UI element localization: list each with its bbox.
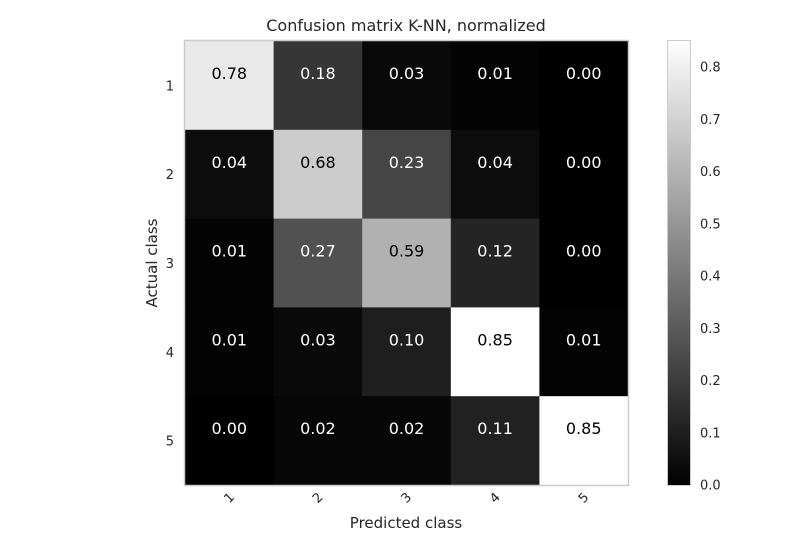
heatmap-cell [273, 41, 363, 131]
y-tick-label: 4 [166, 346, 174, 361]
colorbar-tick-label: 0.8 [700, 61, 721, 76]
heatmap-cell [539, 41, 629, 131]
colorbar-tick-label: 0.6 [700, 165, 721, 180]
cell-value-label: 0.01 [566, 330, 602, 349]
x-tick-label: 5 [576, 490, 592, 506]
heatmap-cell [185, 129, 275, 220]
colorbar-tick-label: 0.1 [700, 426, 721, 441]
cell-value-label: 0.68 [300, 153, 336, 172]
y-tick-label: 3 [166, 257, 174, 272]
colorbar-tick-labels: 0.0 0.1 0.2 0.3 0.4 0.5 0.6 0.7 0.8 [700, 61, 721, 494]
heatmap-cell [185, 218, 275, 308]
heatmap-cell [539, 396, 629, 486]
x-tick-labels: 1 2 3 4 5 [221, 490, 592, 506]
colorbar-tick-label: 0.0 [700, 479, 721, 494]
heatmap-cell [362, 307, 452, 397]
heatmap-cell [273, 218, 363, 308]
cell-value-label: 0.01 [211, 330, 247, 349]
heatmap-cell [450, 129, 540, 220]
cell-value-label: 0.85 [477, 330, 513, 349]
cell-value-label: 0.04 [211, 153, 247, 172]
heatmap-cell [185, 307, 275, 397]
y-tick-label: 2 [166, 168, 174, 183]
chart-title: Confusion matrix K-NN, normalized [266, 16, 546, 35]
heatmap-cell [185, 41, 275, 131]
cell-value-label: 0.00 [566, 64, 602, 83]
cell-value-label: 0.02 [389, 419, 425, 438]
cell-value-label: 0.78 [211, 64, 247, 83]
cell-value-label: 0.01 [477, 64, 513, 83]
heatmap-cell [362, 129, 452, 220]
heatmap-cell [539, 218, 629, 308]
x-tick-label: 4 [487, 490, 503, 506]
x-axis-label: Predicted class [350, 514, 463, 532]
cell-value-label: 0.12 [477, 242, 513, 261]
colorbar-tick-label: 0.7 [700, 113, 721, 128]
heatmap-cell [450, 41, 540, 131]
heatmap-cell [362, 41, 452, 131]
cell-value-label: 0.27 [300, 242, 336, 261]
cell-value-label: 0.03 [389, 64, 425, 83]
cell-value-label: 0.01 [211, 242, 247, 261]
cell-value-label: 0.59 [389, 242, 425, 261]
cell-value-label: 0.00 [566, 242, 602, 261]
heatmap-cell [362, 396, 452, 486]
x-tick-label: 1 [221, 490, 237, 506]
cell-value-label: 0.04 [477, 153, 513, 172]
cell-value-label: 0.00 [211, 419, 247, 438]
colorbar-tick-label: 0.5 [700, 217, 721, 232]
heatmap-cell [273, 396, 363, 486]
cell-value-label: 0.23 [389, 153, 425, 172]
colorbar [667, 40, 691, 486]
cell-value-label: 0.00 [566, 153, 602, 172]
heatmap-cells: 0.78 0.18 0.03 0.01 0.00 0.04 0.68 0.23 0.04 0.00… [185, 41, 629, 486]
y-tick-label: 1 [166, 79, 174, 94]
cell-value-label: 0.11 [477, 419, 513, 438]
colorbar-tick-label: 0.3 [700, 322, 721, 337]
heatmap-cell [273, 129, 363, 220]
heatmap-cell [450, 307, 540, 397]
heatmap-cell [450, 218, 540, 308]
heatmap-cell [539, 129, 629, 220]
heatmap-cell [450, 396, 540, 486]
cell-value-label: 0.85 [566, 419, 602, 438]
cell-value-label: 0.18 [300, 64, 336, 83]
colorbar-tick-label: 0.4 [700, 270, 721, 285]
plot-frame [183, 39, 630, 487]
cell-value-label: 0.03 [300, 330, 336, 349]
y-axis-label: Actual class [143, 218, 161, 307]
cell-value-label: 0.02 [300, 419, 336, 438]
y-tick-labels: 1 2 3 4 5 [166, 79, 174, 449]
heatmap-cell [539, 307, 629, 397]
heatmap-cell [185, 396, 275, 486]
heatmap-cell [273, 307, 363, 397]
x-tick-label: 2 [310, 490, 326, 506]
x-tick-label: 3 [399, 490, 415, 506]
heatmap-cell [362, 218, 452, 308]
colorbar-tick-label: 0.2 [700, 374, 721, 389]
cell-value-label: 0.10 [389, 330, 425, 349]
y-tick-label: 5 [166, 435, 174, 450]
